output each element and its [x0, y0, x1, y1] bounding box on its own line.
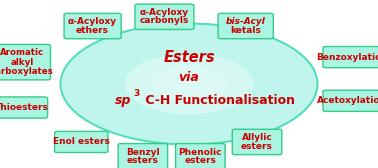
Text: Thioesters: Thioesters — [0, 103, 49, 112]
Ellipse shape — [60, 24, 318, 144]
Text: C-H Functionalisation: C-H Functionalisation — [141, 94, 295, 107]
FancyBboxPatch shape — [323, 47, 378, 68]
FancyBboxPatch shape — [0, 97, 48, 118]
Text: α-Acyloxy: α-Acyloxy — [140, 8, 189, 17]
Text: alkyl: alkyl — [10, 58, 34, 67]
Ellipse shape — [150, 66, 228, 102]
FancyBboxPatch shape — [0, 44, 51, 80]
Text: bis-Acyl: bis-Acyl — [226, 17, 266, 26]
Text: α-Acyloxy: α-Acyloxy — [68, 17, 117, 26]
Text: 3: 3 — [133, 89, 140, 98]
Text: ethers: ethers — [76, 26, 109, 35]
FancyBboxPatch shape — [323, 90, 378, 111]
Text: Aromatic: Aromatic — [0, 49, 44, 57]
Text: Benzyl: Benzyl — [126, 148, 160, 157]
FancyBboxPatch shape — [218, 13, 273, 39]
Text: esters: esters — [241, 142, 273, 151]
Text: Benzoxylation: Benzoxylation — [316, 53, 378, 62]
Text: esters: esters — [184, 156, 216, 165]
Text: Esters: Esters — [163, 50, 215, 65]
FancyBboxPatch shape — [232, 129, 282, 155]
Text: Allylic: Allylic — [242, 133, 273, 142]
Text: ketals: ketals — [230, 26, 261, 35]
Text: via: via — [179, 71, 199, 84]
FancyBboxPatch shape — [135, 4, 194, 30]
Text: Phenolic: Phenolic — [178, 148, 222, 157]
FancyBboxPatch shape — [54, 131, 108, 153]
Text: Acetoxylation: Acetoxylation — [316, 96, 378, 105]
Ellipse shape — [125, 54, 253, 114]
Text: Enol esters: Enol esters — [53, 137, 110, 146]
FancyBboxPatch shape — [118, 143, 167, 168]
Text: sp: sp — [115, 94, 132, 107]
Text: esters: esters — [127, 156, 159, 165]
Text: carbonyls: carbonyls — [140, 16, 189, 25]
FancyBboxPatch shape — [175, 143, 225, 168]
FancyBboxPatch shape — [64, 13, 121, 39]
Text: carboxylates: carboxylates — [0, 67, 53, 76]
